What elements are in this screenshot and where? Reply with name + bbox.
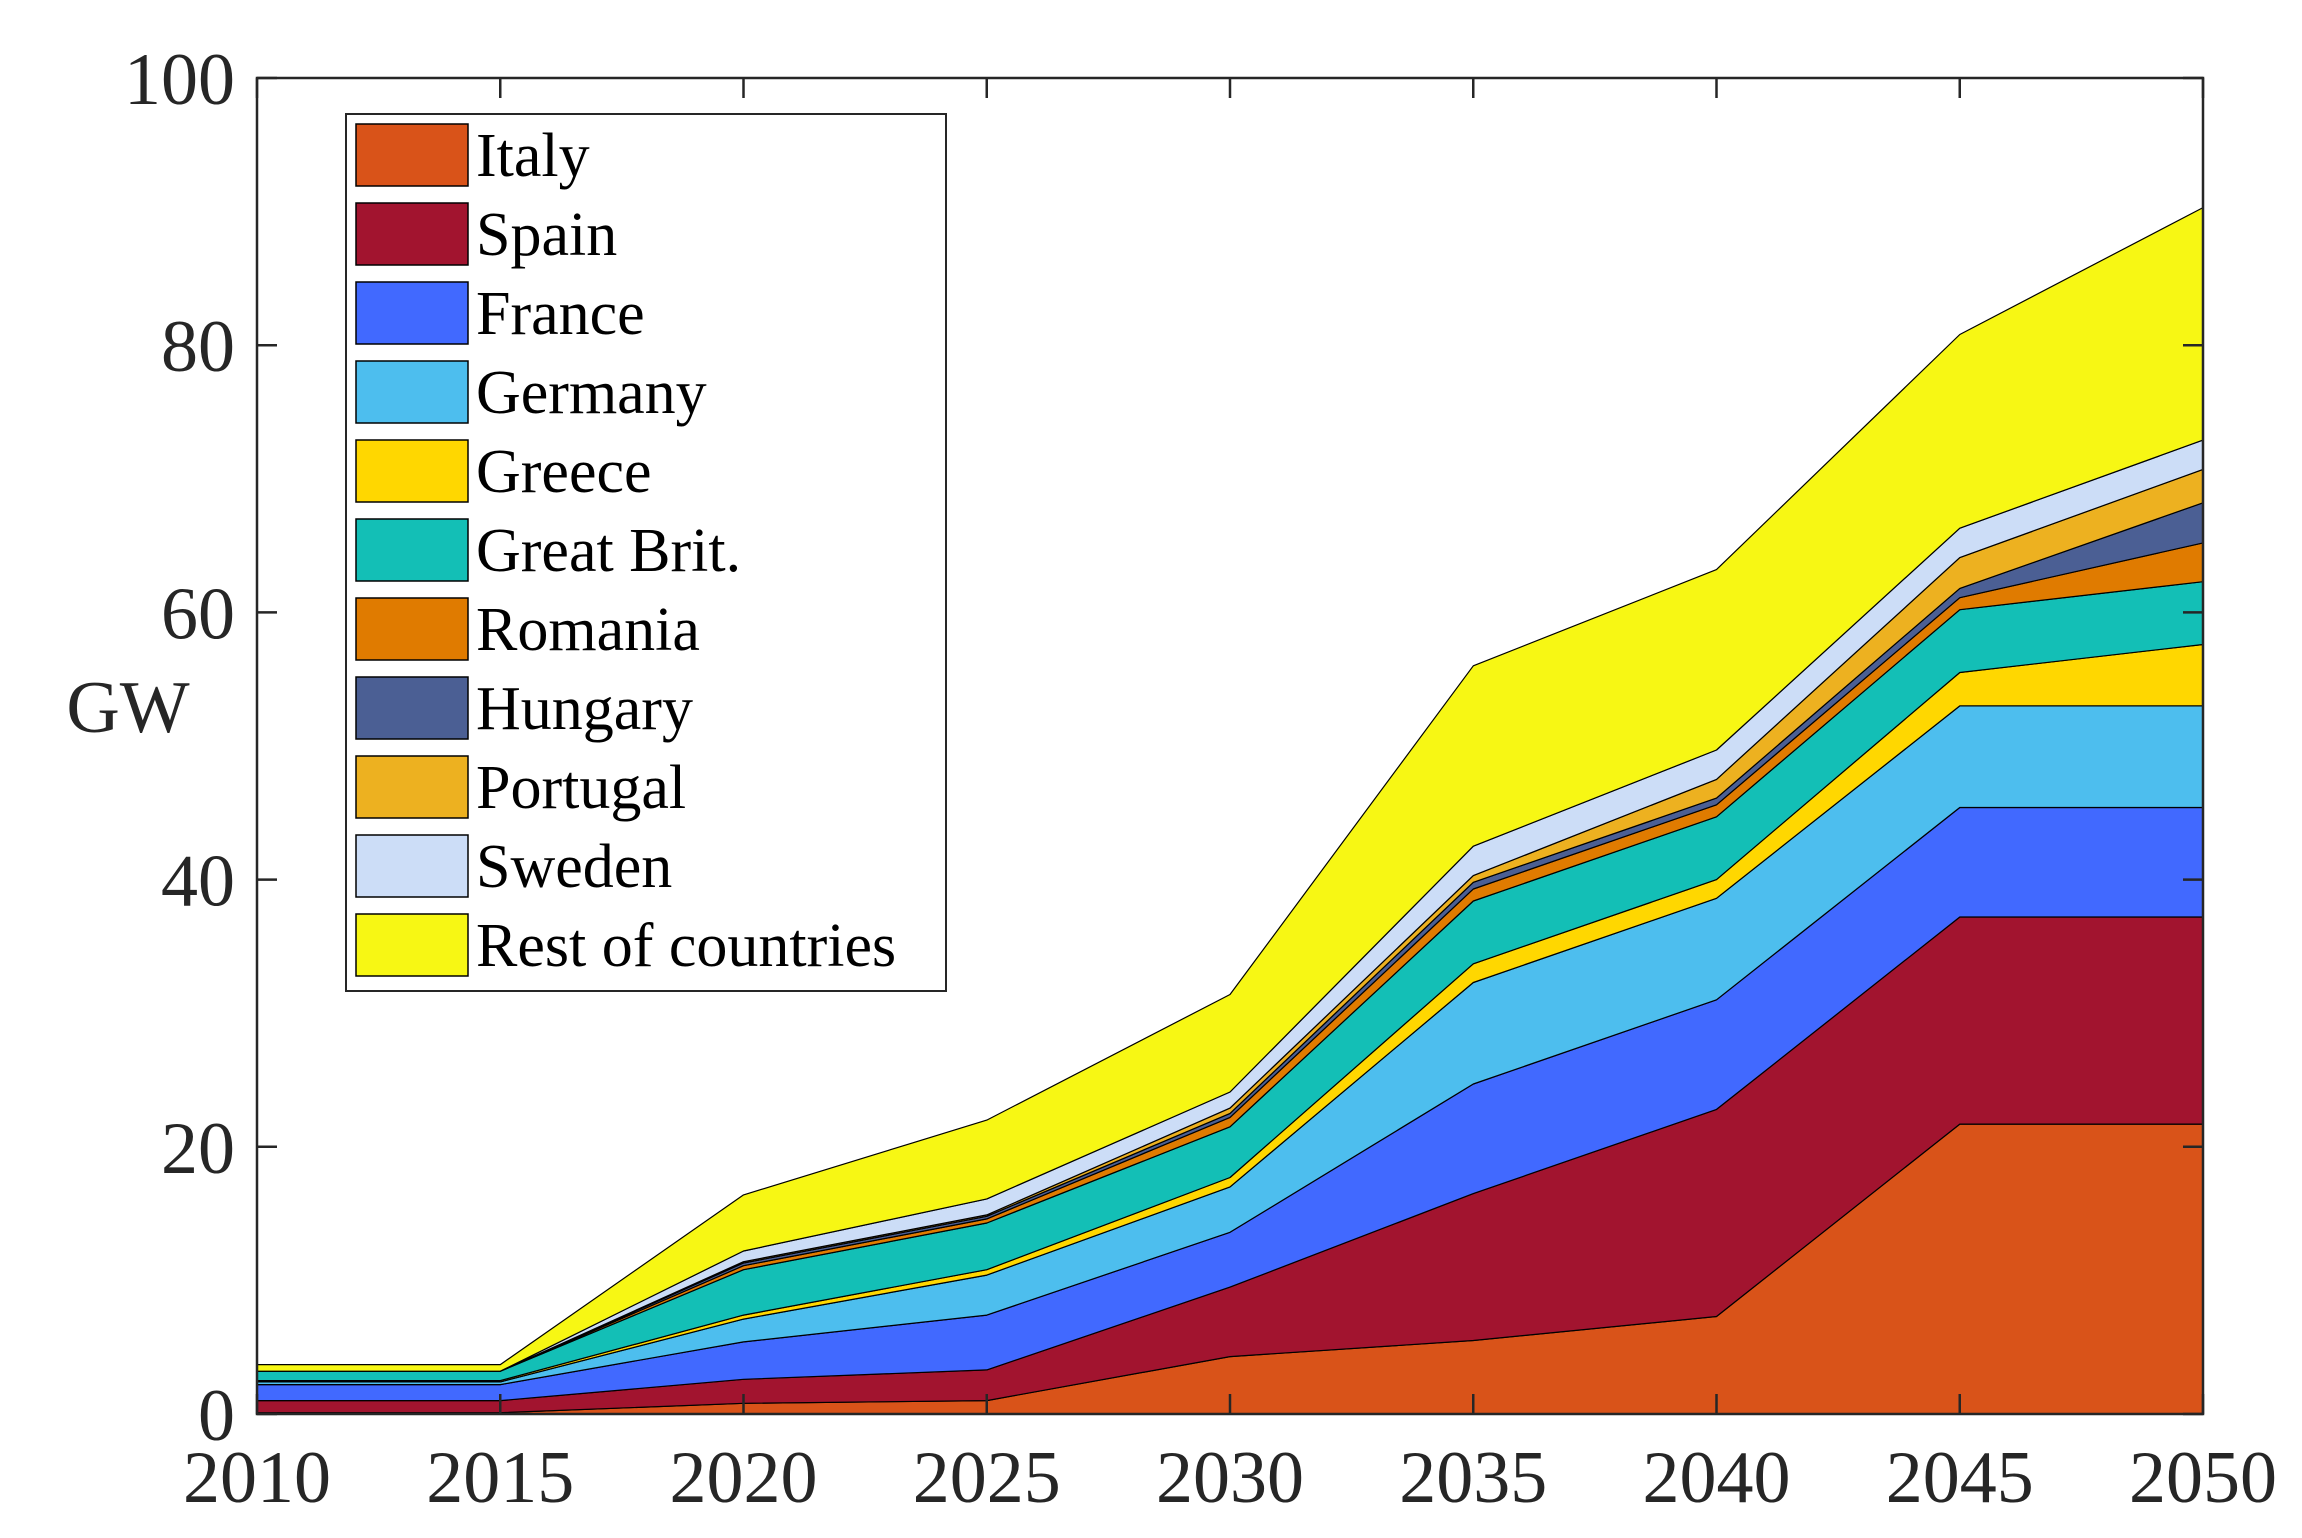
y-tick-label: 80 — [161, 306, 235, 388]
legend-label: Germany — [476, 359, 707, 427]
legend-swatch — [355, 281, 469, 345]
x-tick-label: 2035 — [1399, 1437, 1547, 1519]
x-tick-label: 2020 — [670, 1437, 818, 1519]
legend-label: Spain — [476, 201, 617, 269]
legend-swatch — [355, 439, 469, 503]
x-tick-label: 2040 — [1643, 1437, 1791, 1519]
legend-label: Sweden — [476, 833, 672, 901]
legend-label: Portugal — [476, 754, 686, 822]
y-tick-label: 40 — [161, 841, 235, 923]
legend-label: Romania — [476, 596, 700, 664]
x-tick-label: 2030 — [1156, 1437, 1304, 1519]
legend-swatch — [355, 202, 469, 266]
legend-swatch — [355, 360, 469, 424]
legend-label: France — [476, 280, 645, 348]
legend-label: Hungary — [476, 675, 693, 743]
x-tick-label: 2025 — [913, 1437, 1061, 1519]
legend: Italy Spain France Germany Greece Great Brit.… — [345, 113, 947, 992]
y-tick-label: 20 — [161, 1108, 235, 1190]
y-tick-label: 0 — [198, 1375, 235, 1457]
y-tick-labels: 0 20 40 60 80 100 — [124, 39, 235, 1457]
x-tick-labels: 2010 2015 2020 2025 2030 2035 2040 2045 2050 — [183, 1437, 2277, 1519]
legend-label: Rest of countries — [476, 912, 896, 980]
legend-swatch — [355, 834, 469, 898]
legend-label: Greece — [476, 438, 652, 506]
x-tick-label: 2050 — [2129, 1437, 2277, 1519]
legend-swatch — [355, 755, 469, 819]
legend-label: Italy — [476, 122, 590, 190]
legend-swatch — [355, 518, 469, 582]
legend-swatch — [355, 123, 469, 187]
y-axis-label: GW — [66, 667, 189, 749]
axis-ticks — [255, 76, 2205, 1416]
legend-swatch — [355, 597, 469, 661]
legend-label: Great Brit. — [476, 517, 741, 585]
legend-swatch — [355, 676, 469, 740]
x-tick-label: 2045 — [1886, 1437, 2034, 1519]
legend-swatch — [355, 913, 469, 977]
y-tick-label: 100 — [124, 39, 235, 121]
x-tick-label: 2010 — [183, 1437, 331, 1519]
y-tick-label: 60 — [161, 573, 235, 655]
x-tick-label: 2015 — [426, 1437, 574, 1519]
